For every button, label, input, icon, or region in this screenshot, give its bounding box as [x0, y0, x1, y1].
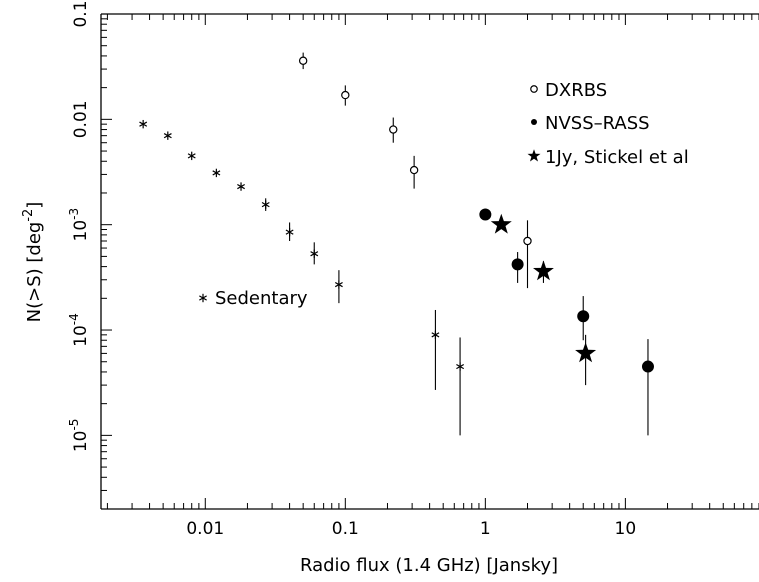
data-point-1jy-stickel-et-al	[533, 260, 554, 281]
y-tick-label-base: 10	[71, 220, 91, 242]
y-axis-title-exponent: -2	[21, 209, 36, 222]
legend-label-nvss-rass: NVSS–RASS	[545, 113, 650, 134]
y-tick-label-base: 0.1	[71, 0, 91, 27]
legend-marker-1	[531, 119, 537, 125]
legend-marker-0	[530, 85, 538, 93]
y-tick-label: 0.01	[71, 100, 91, 138]
x-tick-label: 1	[480, 519, 491, 539]
sedentary-annotation: Sedentary	[199, 288, 308, 309]
data-point-dxrbs	[523, 236, 532, 246]
y-tick-label: 10-4	[67, 313, 91, 347]
y-tick-label: 10-3	[67, 208, 91, 242]
legend-marker-2	[527, 149, 541, 162]
data-point-nvss-rass	[641, 360, 654, 373]
y-tick-label-exponent: -4	[67, 313, 81, 325]
data-point-nvss-rass	[479, 208, 492, 221]
y-tick-label-exponent: -3	[67, 208, 81, 220]
data-point-nvss-rass	[577, 310, 590, 323]
x-tick-label: 10	[615, 519, 637, 539]
sedentary-annotation-marker	[199, 293, 207, 303]
y-axis-title: N(>S) [deg-2]	[21, 202, 45, 323]
data-point-sedentary	[456, 362, 465, 371]
x-tick-label: 0.1	[332, 519, 359, 539]
data-point-sedentary-stroke	[431, 332, 440, 338]
y-axis-title-main: N(>S) [deg	[24, 222, 45, 323]
x-tick-labels: 0.01 0.1 1 10	[186, 519, 636, 539]
data-point-sedentary	[310, 249, 319, 258]
y-tick-label-base: 10	[71, 325, 91, 347]
y-tick-label-exponent: -5	[67, 419, 81, 431]
data-point-sedentary-stroke	[212, 170, 221, 176]
legend: DXRBS NVSS–RASS 1Jy, Stickel et al	[527, 80, 689, 168]
sedentary-annotation-label: Sedentary	[215, 288, 308, 309]
data-point-dxrbs	[298, 56, 308, 65]
data-point-1jy-stickel-et-al	[490, 213, 512, 234]
data-point-sedentary-stroke	[456, 363, 465, 370]
data-point-sedentary-stroke	[139, 121, 148, 127]
data-point-sedentary-stroke	[187, 153, 196, 159]
legend-markers	[527, 85, 541, 162]
axis-ticks	[101, 13, 759, 510]
data-point-nvss-rass	[511, 258, 524, 271]
data-point-sedentary	[212, 168, 221, 178]
data-point-sedentary	[334, 280, 343, 289]
data-point-dxrbs	[341, 90, 350, 100]
legend-label-dxrbs: DXRBS	[545, 80, 607, 101]
y-tick-label: 10-5	[67, 419, 91, 453]
data-point-sedentary-stroke	[334, 281, 343, 288]
data-point-sedentary	[237, 182, 245, 191]
y-tick-label: 0.1	[71, 0, 91, 27]
data-point-sedentary	[285, 227, 294, 237]
y-tick-label-base: 0.01	[71, 100, 91, 138]
y-tick-label-base: 10	[71, 431, 91, 453]
data-point-dxrbs	[409, 165, 419, 175]
data-point-sedentary-stroke	[261, 202, 270, 208]
data-point-sedentary-stroke	[285, 229, 294, 235]
data-point-sedentary	[187, 151, 196, 161]
x-tick-label: 0.01	[186, 519, 224, 539]
legend-label-1jy: 1Jy, Stickel et al	[545, 147, 689, 168]
y-axis-title-close: ]	[24, 202, 45, 209]
data-point-dxrbs	[389, 125, 398, 134]
x-axis-title: Radio flux (1.4 GHz) [Jansky]	[300, 555, 558, 576]
data-point-sedentary-stroke	[237, 183, 245, 190]
plot-frame	[100, 13, 759, 510]
data-point-sedentary	[163, 131, 172, 140]
data-marks	[139, 52, 654, 436]
data-point-sedentary-stroke	[310, 251, 319, 257]
sedentary-annotation-asterisk-stroke	[199, 295, 207, 301]
sedentary-annotation-asterisk	[199, 293, 207, 303]
data-point-sedentary	[139, 119, 148, 129]
data-point-sedentary	[261, 200, 270, 209]
data-point-sedentary-stroke	[163, 133, 172, 139]
data-point-1jy-stickel-et-al	[575, 342, 597, 363]
data-point-sedentary	[431, 330, 440, 340]
